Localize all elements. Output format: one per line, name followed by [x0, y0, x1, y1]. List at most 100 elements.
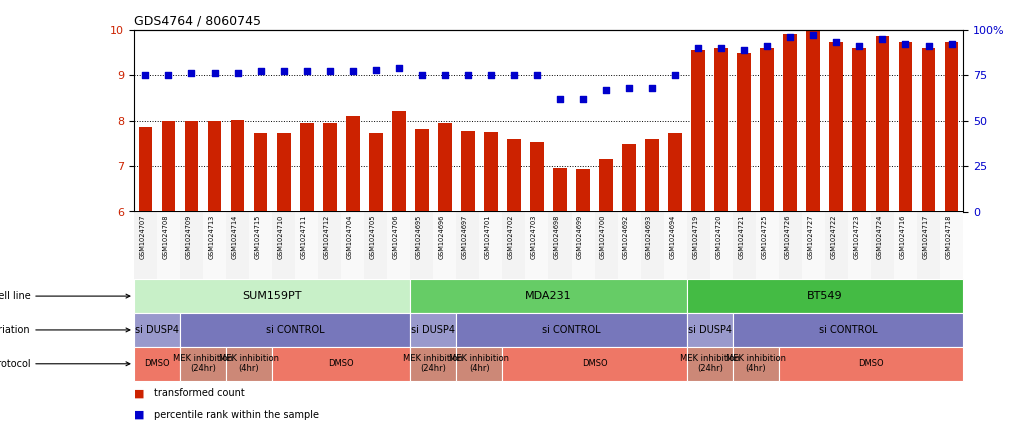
Text: DMSO: DMSO — [144, 359, 170, 368]
Bar — [226, 347, 272, 381]
Bar — [622, 144, 636, 212]
Point — [390, 64, 407, 71]
Point — [299, 68, 315, 75]
Text: GSM1024709: GSM1024709 — [185, 215, 192, 259]
Bar — [945, 42, 959, 212]
Bar — [226, 212, 249, 279]
Bar — [801, 212, 825, 279]
Bar — [322, 123, 337, 212]
Bar — [756, 212, 779, 279]
Point — [506, 71, 522, 79]
Text: MEK inhibition
(24hr): MEK inhibition (24hr) — [680, 354, 740, 374]
Bar — [484, 132, 497, 212]
Bar — [779, 347, 963, 381]
Text: GSM1024703: GSM1024703 — [530, 215, 537, 259]
Bar — [438, 123, 452, 212]
Bar — [456, 347, 503, 381]
Bar — [157, 212, 180, 279]
Point — [897, 41, 914, 47]
Bar — [249, 212, 272, 279]
Text: GSM1024721: GSM1024721 — [739, 215, 745, 259]
Bar — [645, 139, 659, 212]
Point — [759, 43, 776, 49]
Point — [183, 70, 200, 77]
Text: MEK inhibition
(24hr): MEK inhibition (24hr) — [173, 354, 233, 374]
Bar — [732, 347, 779, 381]
Bar — [503, 347, 687, 381]
Bar — [663, 212, 687, 279]
Text: GSM1024701: GSM1024701 — [485, 215, 491, 259]
Bar — [599, 159, 613, 212]
Point — [920, 43, 936, 49]
Bar — [898, 42, 913, 212]
Text: si CONTROL: si CONTROL — [542, 325, 600, 335]
Point — [321, 68, 338, 75]
Bar — [687, 212, 710, 279]
Point — [666, 71, 683, 79]
Bar — [300, 123, 313, 212]
Text: MEK inhibition
(24hr): MEK inhibition (24hr) — [404, 354, 464, 374]
Bar — [456, 212, 479, 279]
Text: DMSO: DMSO — [858, 359, 884, 368]
Text: si CONTROL: si CONTROL — [266, 325, 324, 335]
Point — [252, 68, 269, 75]
Text: DMSO: DMSO — [329, 359, 354, 368]
Bar — [871, 212, 894, 279]
Text: GSM1024699: GSM1024699 — [577, 215, 583, 259]
Bar — [525, 212, 548, 279]
Bar — [687, 347, 732, 381]
Bar — [641, 212, 663, 279]
Bar — [180, 313, 410, 347]
Point — [805, 32, 822, 38]
Point — [437, 71, 453, 79]
Point — [414, 71, 431, 79]
Text: GSM1024702: GSM1024702 — [508, 215, 514, 259]
Text: GSM1024724: GSM1024724 — [877, 215, 883, 259]
Bar — [434, 212, 456, 279]
Point — [851, 43, 867, 49]
Bar — [296, 212, 318, 279]
Text: DMSO: DMSO — [582, 359, 608, 368]
Point — [575, 95, 591, 102]
Bar — [369, 133, 382, 212]
Point — [459, 71, 476, 79]
Point — [621, 85, 638, 91]
Bar — [576, 169, 590, 212]
Text: genotype/variation: genotype/variation — [0, 325, 130, 335]
Bar — [710, 212, 732, 279]
Point — [690, 44, 707, 51]
Text: GSM1024727: GSM1024727 — [808, 215, 814, 259]
Bar — [668, 133, 682, 212]
Text: GSM1024716: GSM1024716 — [899, 215, 905, 259]
Bar — [594, 212, 618, 279]
Bar — [940, 212, 963, 279]
Text: MEK inhibition
(4hr): MEK inhibition (4hr) — [219, 354, 279, 374]
Bar — [208, 121, 221, 212]
Bar — [618, 212, 641, 279]
Text: GSM1024700: GSM1024700 — [600, 215, 606, 259]
Bar — [784, 34, 797, 212]
Point — [782, 33, 798, 40]
Bar — [391, 110, 406, 212]
Text: si DUSP4: si DUSP4 — [135, 325, 179, 335]
Bar — [277, 133, 290, 212]
Text: MEK inhibition
(4hr): MEK inhibition (4hr) — [449, 354, 510, 374]
Bar — [272, 347, 410, 381]
Point — [275, 68, 291, 75]
Point — [943, 41, 960, 47]
Bar — [180, 347, 226, 381]
Bar — [231, 120, 244, 212]
Point — [230, 70, 246, 77]
Bar — [779, 212, 801, 279]
Text: GSM1024711: GSM1024711 — [301, 215, 307, 259]
Bar — [737, 53, 751, 212]
Text: si DUSP4: si DUSP4 — [411, 325, 455, 335]
Bar — [162, 121, 175, 212]
Bar — [922, 48, 935, 212]
Text: si DUSP4: si DUSP4 — [688, 325, 731, 335]
Text: GSM1024718: GSM1024718 — [946, 215, 952, 259]
Bar — [760, 48, 775, 212]
Bar — [894, 212, 917, 279]
Text: ■: ■ — [134, 388, 144, 398]
Text: GSM1024705: GSM1024705 — [370, 215, 376, 259]
